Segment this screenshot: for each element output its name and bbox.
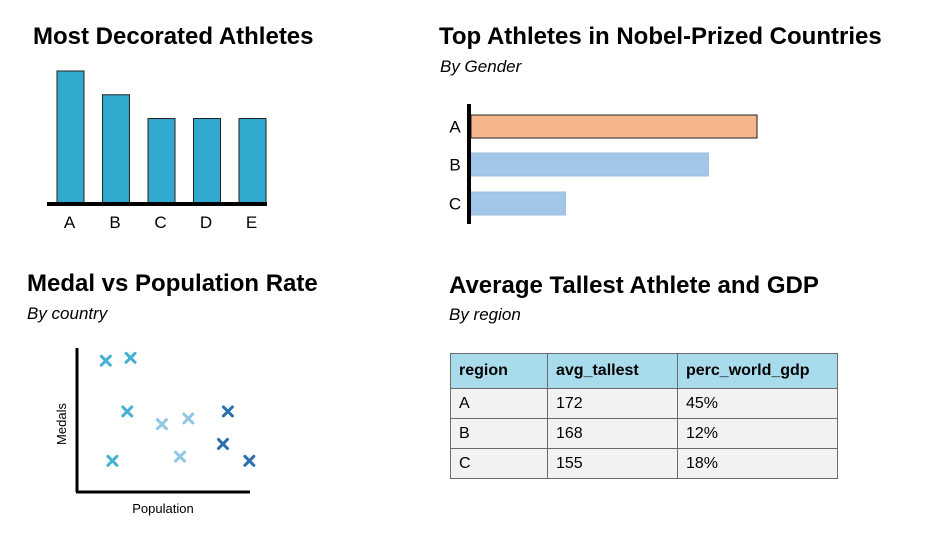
table-cell: 155 [547, 448, 678, 479]
table-row: A 172 45% [450, 388, 838, 419]
table-cell: B [450, 418, 548, 449]
scatter-point-1 [99, 354, 112, 367]
table-title: Average Tallest Athlete and GDP [449, 272, 819, 299]
table-header-avg-tallest: avg_tallest [547, 353, 678, 389]
bar-B [102, 94, 130, 204]
scatter-point-2 [124, 351, 137, 364]
hbar-chart-title: Top Athletes in Nobel-Prized Countries [439, 23, 882, 50]
y-axis-label: Medals [54, 403, 69, 445]
scatter-point-5 [155, 418, 168, 431]
bar-D [193, 118, 221, 204]
scatter-point-3 [121, 405, 134, 418]
scatter-point-6 [182, 412, 195, 425]
table-cell: 172 [547, 388, 678, 419]
scatter-point-10 [243, 454, 256, 467]
bar-C [147, 118, 176, 204]
y-tick-label-A: A [449, 118, 461, 137]
table-cell: 12% [677, 418, 838, 449]
table-cell: C [450, 448, 548, 479]
x-tick-label-A: A [64, 213, 76, 232]
table-cell: 18% [677, 448, 838, 479]
x-axis-label: Population [132, 501, 193, 516]
scatter-point-9 [216, 437, 229, 450]
x-tick-label-D: D [200, 213, 212, 232]
table-cell: 168 [547, 418, 678, 449]
y-tick-label-C: C [449, 195, 461, 214]
scatter-point-4 [106, 454, 119, 467]
table-row: B 168 12% [450, 418, 838, 449]
scatter-chart-subtitle: By country [27, 304, 108, 323]
bar-A [56, 70, 85, 204]
hbar-chart-subtitle: By Gender [440, 57, 522, 76]
bar-E [238, 118, 267, 204]
scatter-chart-title: Medal vs Population Rate [27, 270, 318, 297]
tallest-athlete-gdp-table: region avg_tallest perc_world_gdp A 172 … [450, 353, 838, 479]
x-tick-label-B: B [109, 213, 120, 232]
bar-chart-title: Most Decorated Athletes [33, 23, 314, 50]
x-tick-label-C: C [154, 213, 166, 232]
table-cell: 45% [677, 388, 838, 419]
scatter-point-8 [221, 405, 234, 418]
table-cell: A [450, 388, 548, 419]
x-tick-label-E: E [246, 213, 257, 232]
table-subtitle: By region [449, 305, 521, 324]
scatter-point-7 [174, 450, 187, 463]
table-header-region: region [450, 353, 548, 389]
table-header-row: region avg_tallest perc_world_gdp [450, 353, 838, 389]
table-header-perc-world-gdp: perc_world_gdp [677, 353, 838, 389]
y-tick-label-B: B [449, 156, 460, 175]
table-row: C 155 18% [450, 448, 838, 479]
